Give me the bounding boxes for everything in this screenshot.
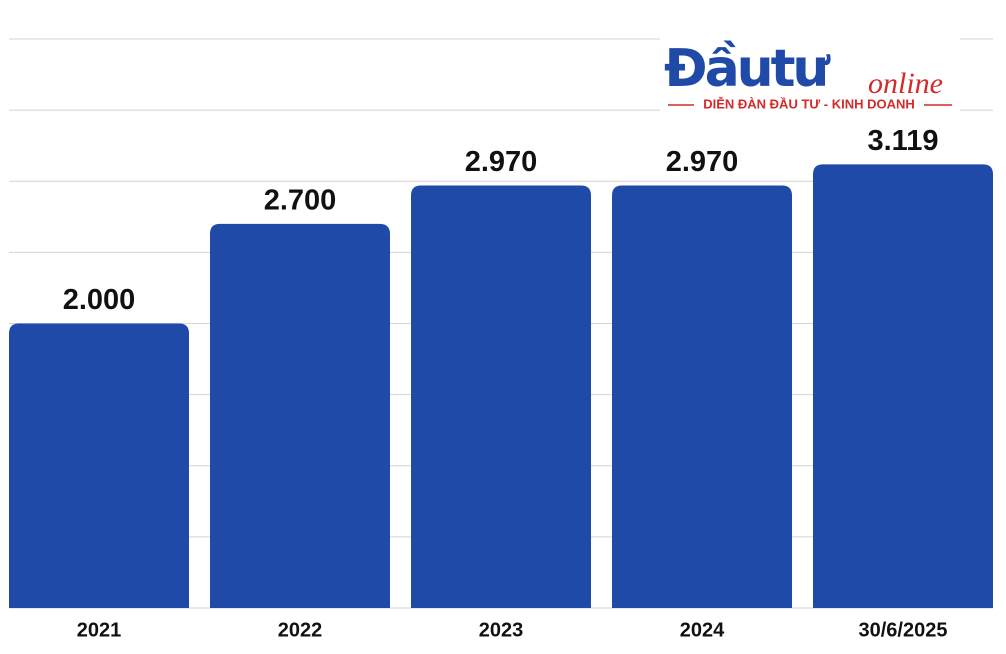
logo-tagline: DIỄN ĐÀN ĐẦU TƯ - KINH DOANH: [703, 96, 915, 111]
x-tick-label: 2023: [479, 619, 524, 641]
value-label: 3.119: [868, 125, 939, 157]
bar: [411, 185, 591, 608]
value-label: 2.970: [666, 146, 739, 178]
logo: Đầutư online DIỄN ĐÀN ĐẦU TƯ - KINH DOAN…: [660, 36, 960, 118]
bar: [813, 164, 993, 608]
bar: [210, 223, 390, 609]
value-label: 2.000: [63, 284, 136, 316]
x-tick-label: 2022: [278, 619, 323, 641]
x-tick-label: 30/6/2025: [859, 619, 948, 641]
x-tick-label: 2024: [680, 619, 725, 641]
value-label: 2.700: [264, 185, 337, 217]
logo-name: Đầutư: [664, 39, 832, 99]
value-label: 2.970: [465, 146, 538, 178]
logo-bg: [660, 36, 960, 118]
x-tick-label: 2021: [77, 619, 122, 641]
logo-script: online: [868, 67, 943, 100]
bar: [612, 185, 792, 608]
bar: [9, 323, 189, 608]
